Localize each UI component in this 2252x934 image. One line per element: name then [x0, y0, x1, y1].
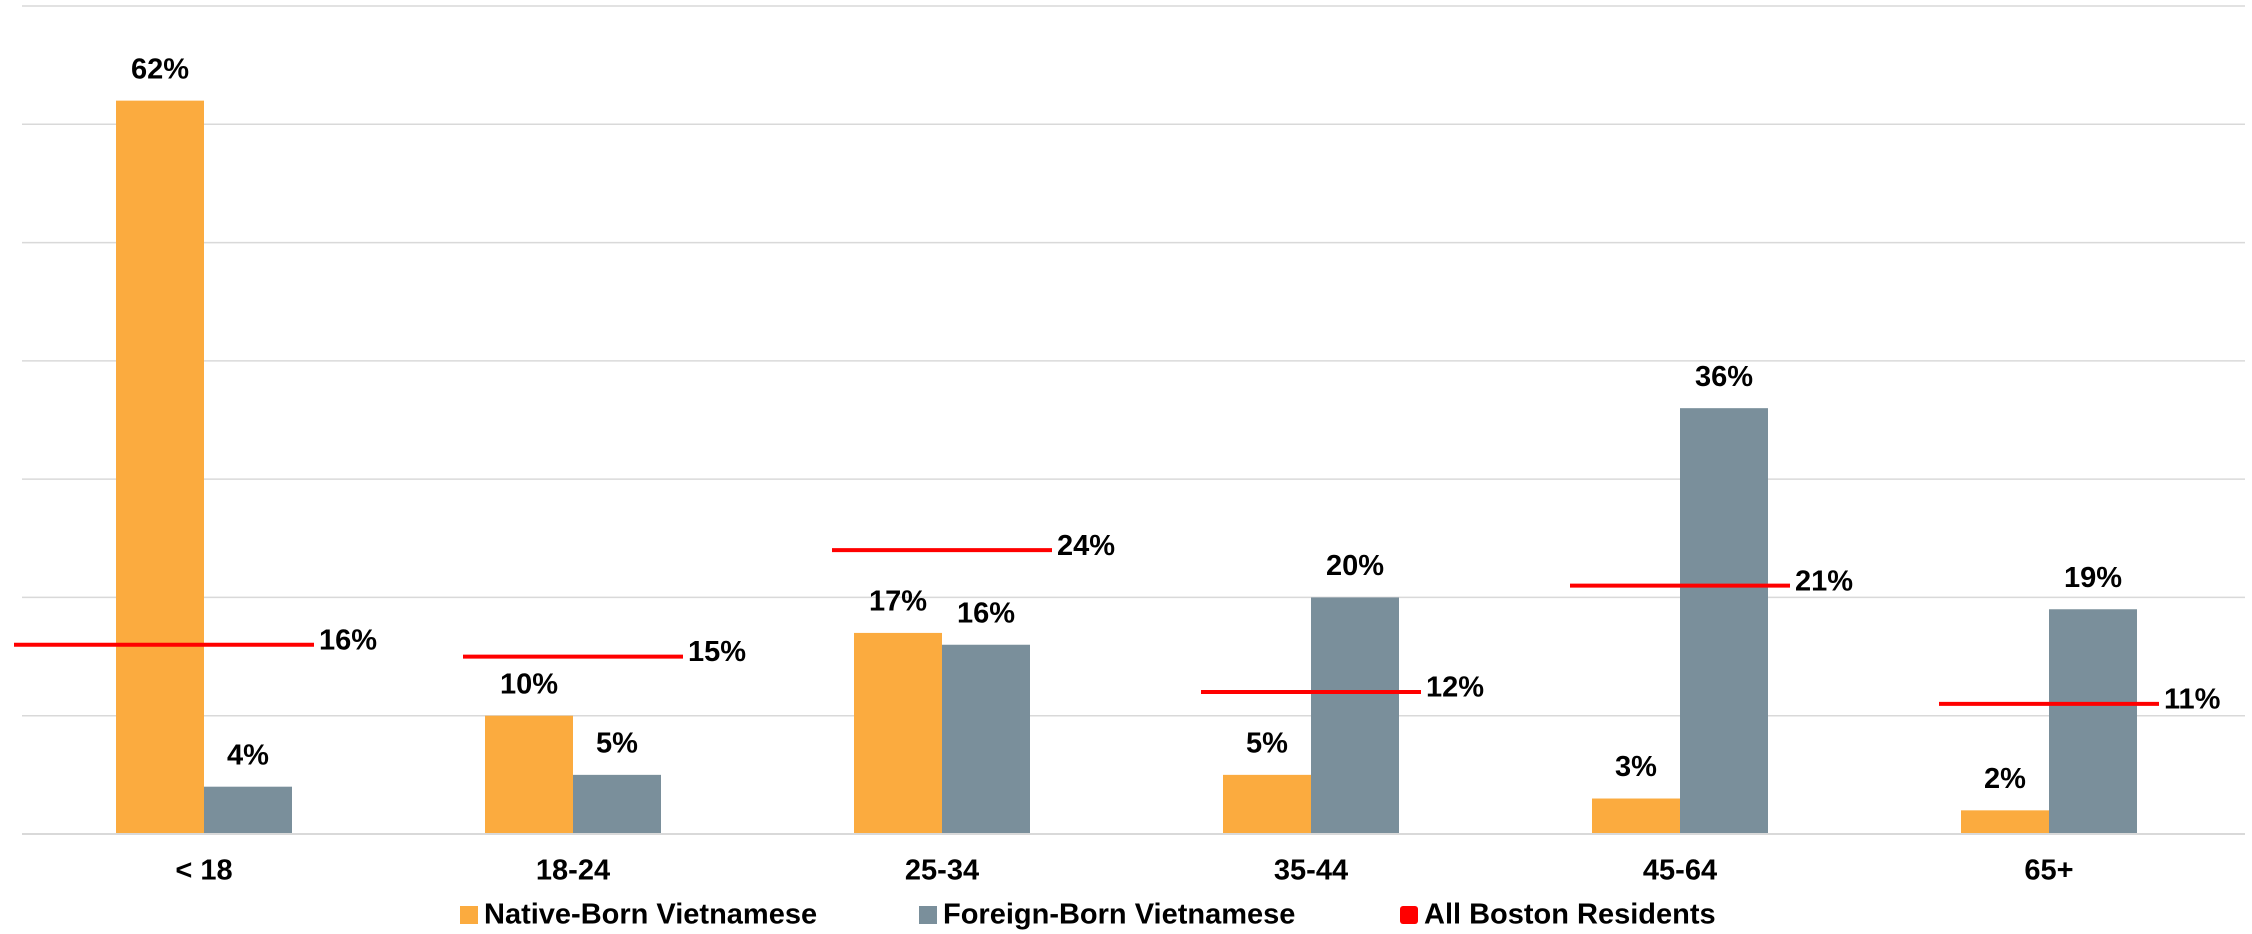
data-label: 62%	[131, 53, 189, 85]
legend-swatch	[460, 906, 478, 924]
data-label: 19%	[2064, 562, 2122, 594]
x-tick-label: 65+	[2024, 855, 2073, 887]
data-label: 2%	[1984, 763, 2026, 795]
data-label: 16%	[319, 624, 377, 656]
legend-label: Native-Born Vietnamese	[484, 899, 817, 931]
data-label: 36%	[1695, 361, 1753, 393]
x-tick-label: 18-24	[536, 855, 610, 887]
data-label: 5%	[596, 728, 638, 760]
data-label: 11%	[2164, 684, 2221, 716]
bar	[1592, 798, 1680, 834]
bar	[2049, 609, 2137, 834]
data-label: 12%	[1426, 672, 1484, 704]
x-tick-label: 35-44	[1274, 855, 1348, 887]
legend-label: Foreign-Born Vietnamese	[943, 899, 1295, 931]
data-label: 20%	[1326, 550, 1384, 582]
x-tick-label: 25-34	[905, 855, 979, 887]
data-label: 3%	[1615, 751, 1657, 783]
bar	[204, 786, 292, 834]
x-tick-label: < 18	[175, 855, 232, 887]
bar	[116, 100, 204, 835]
data-label: 5%	[1246, 728, 1288, 760]
bar	[485, 715, 573, 834]
legend-swatch	[1400, 906, 1418, 924]
x-tick-label: 45-64	[1643, 855, 1717, 887]
data-label: 24%	[1057, 530, 1115, 562]
data-label: 4%	[227, 739, 269, 771]
bar	[1680, 408, 1768, 834]
data-label: 16%	[957, 597, 1015, 629]
legend-swatch	[919, 906, 937, 924]
bar	[1223, 774, 1311, 834]
bar	[1961, 810, 2049, 834]
bar	[573, 774, 661, 834]
data-label: 15%	[688, 636, 746, 668]
data-label: 10%	[500, 668, 558, 700]
legend-label: All Boston Residents	[1424, 899, 1716, 931]
data-label: 17%	[869, 586, 927, 618]
data-label: 21%	[1795, 565, 1853, 597]
bar	[1311, 597, 1399, 834]
bar	[942, 644, 1030, 834]
bar	[854, 632, 942, 834]
